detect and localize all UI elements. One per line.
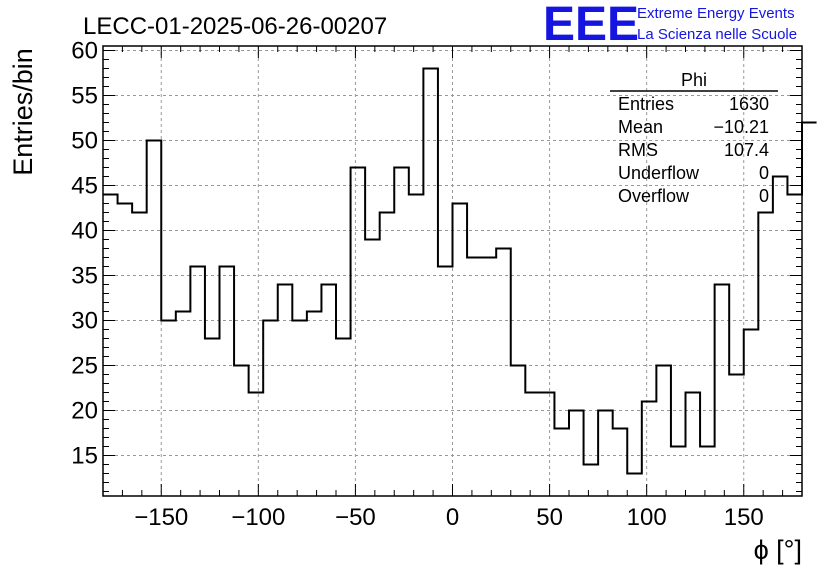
logo-line-2: La Scienza nelle Scuole [637, 26, 797, 43]
stats-row-label: Mean [618, 117, 663, 137]
y-tick-label: 55 [71, 83, 98, 110]
histogram-outline [103, 67, 817, 475]
stats-row-value: −10.21 [713, 117, 769, 137]
stats-row-value: 0 [759, 163, 769, 183]
logo-mark: EEE [543, 0, 639, 51]
x-tick-label: 50 [536, 504, 563, 531]
axis-ticks [102, 46, 803, 496]
y-tick-label: 50 [71, 128, 98, 155]
stats-row-label: Underflow [618, 163, 700, 183]
axis-tick-labels: −150 −100 −50 0 50 100 150 15 20 25 30 35 40 45 50 55 60 [71, 38, 763, 532]
y-tick-label: 60 [71, 38, 98, 65]
x-tick-label: −100 [231, 504, 285, 531]
x-tick-label: 0 [446, 504, 459, 531]
x-tick-label: 150 [724, 504, 764, 531]
y-tick-label: 20 [71, 398, 98, 425]
stats-row-label: Entries [618, 94, 674, 114]
stats-rows: Entries 1630 Mean −10.21 RMS 107.4 Underflow 0 O… [618, 94, 769, 206]
y-tick-label: 40 [71, 218, 98, 245]
y-tick-label: 25 [71, 353, 98, 380]
x-axis-label: ϕ [°] [754, 535, 802, 565]
x-tick-label: 100 [627, 504, 667, 531]
stats-row-value: 107.4 [724, 140, 769, 160]
y-axis-label: Entries/bin [8, 48, 38, 176]
stats-row-label: RMS [618, 140, 658, 160]
x-tick-label: −150 [134, 504, 188, 531]
stats-row-value: 0 [759, 186, 769, 206]
stats-name: Phi [681, 70, 707, 90]
stats-row-value: 1630 [729, 94, 769, 114]
chart-title: LECC-01-2025-06-26-00207 [83, 13, 387, 40]
logo-line-1: Extreme Energy Events [637, 5, 795, 22]
y-tick-label: 15 [71, 443, 98, 470]
y-tick-label: 45 [71, 173, 98, 200]
x-tick-label: −50 [335, 504, 376, 531]
stats-row-label: Overflow [618, 186, 690, 206]
stats-box: Phi Entries 1630 Mean −10.21 RMS 107.4 Underfl… [610, 70, 778, 206]
y-tick-label: 35 [71, 263, 98, 290]
y-tick-label: 30 [71, 308, 98, 335]
eee-logo: EEE Extreme Energy Events La Scienza nel… [543, 0, 797, 51]
